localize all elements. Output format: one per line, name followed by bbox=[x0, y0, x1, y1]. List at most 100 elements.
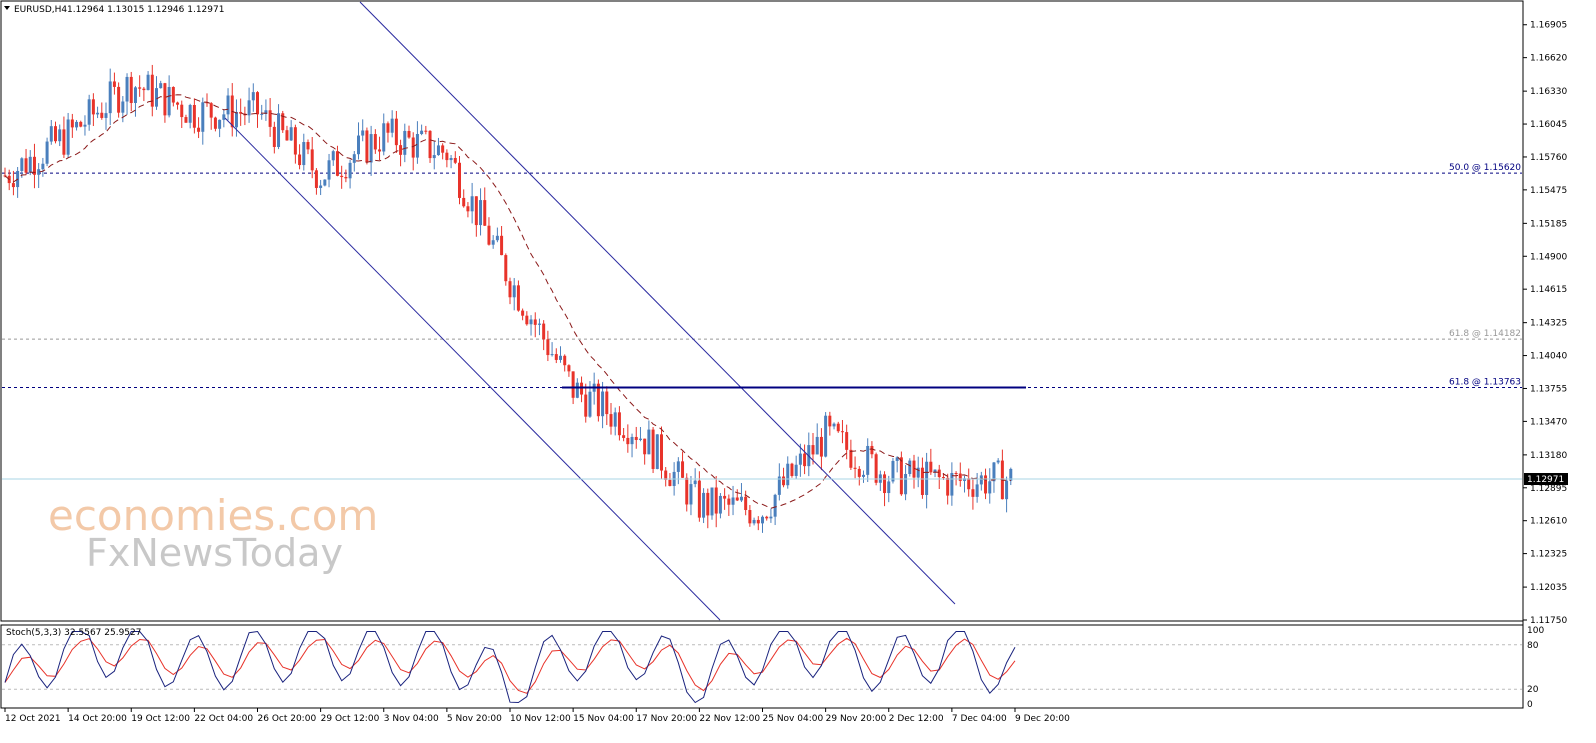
candle-body bbox=[525, 315, 529, 325]
time-tick-label: 9 Dec 20:00 bbox=[1015, 714, 1070, 724]
candle-body bbox=[104, 113, 108, 118]
fib-level-label: 50.0 @ 1.15620 bbox=[1449, 163, 1521, 173]
candle-body bbox=[769, 516, 773, 519]
candle-body bbox=[651, 429, 655, 469]
candle-body bbox=[874, 454, 878, 483]
candle-body bbox=[373, 134, 377, 150]
candle-body bbox=[11, 183, 15, 188]
candle-body bbox=[693, 480, 697, 485]
current-price-badge bbox=[1524, 473, 1568, 486]
candle-body bbox=[828, 415, 832, 427]
candle-body bbox=[664, 470, 668, 480]
candle-body bbox=[575, 382, 579, 398]
candle-body bbox=[403, 130, 407, 155]
current-price-label: 1.12971 bbox=[1527, 475, 1564, 485]
candle-body bbox=[302, 142, 306, 166]
candle-body bbox=[192, 104, 196, 128]
candle-body bbox=[108, 81, 112, 114]
candle-body bbox=[79, 121, 83, 127]
candle-body bbox=[655, 434, 659, 469]
candle-body bbox=[96, 112, 100, 115]
price-axis: 1.16905 1.16620 1.16330 1.16045 1.15760 1.154… bbox=[2, 21, 1568, 626]
candle-body bbox=[264, 110, 268, 114]
candle-body bbox=[967, 478, 971, 490]
candle-body bbox=[634, 436, 638, 440]
candle-body bbox=[963, 478, 966, 481]
candle-body bbox=[171, 87, 175, 103]
time-tick-label: 15 Nov 04:00 bbox=[573, 714, 634, 724]
time-tick-label: 26 Oct 20:00 bbox=[258, 714, 317, 724]
candle-body bbox=[617, 412, 621, 436]
candle-body bbox=[613, 412, 617, 427]
fib-levels: 50.0 @ 1.15620 61.8 @ 1.14182 61.8 @ 1.137… bbox=[2, 163, 1522, 389]
candle-body bbox=[117, 86, 121, 113]
candle-body bbox=[365, 130, 369, 163]
stochastic-panel bbox=[0, 624, 1524, 709]
candle-body bbox=[638, 438, 642, 440]
candle-body bbox=[853, 467, 857, 469]
stochastic-lines: 100 80 20 0 bbox=[2, 626, 1544, 710]
candle-body bbox=[125, 76, 129, 102]
candle-body bbox=[866, 445, 870, 475]
candle-body bbox=[382, 123, 386, 152]
candle-body bbox=[58, 129, 62, 142]
candle-body bbox=[289, 127, 293, 141]
candle-body bbox=[849, 449, 853, 468]
price-tick-label: 1.16620 bbox=[1530, 54, 1567, 64]
time-tick-label: 19 Oct 12:00 bbox=[131, 714, 190, 724]
candle-body bbox=[167, 87, 171, 116]
candle-body bbox=[394, 118, 398, 146]
candle-body bbox=[474, 196, 478, 226]
candle-body bbox=[559, 355, 562, 360]
candle-body bbox=[883, 474, 887, 494]
candle-body bbox=[727, 498, 731, 505]
candle-body bbox=[916, 467, 920, 478]
fib-level-label: 61.8 @ 1.14182 bbox=[1449, 329, 1521, 339]
candle-body bbox=[188, 104, 192, 123]
candle-body bbox=[584, 394, 588, 417]
candle-body bbox=[803, 453, 807, 467]
price-tick-label: 1.15185 bbox=[1530, 219, 1567, 229]
candle-body bbox=[609, 414, 613, 427]
candle-body bbox=[1005, 480, 1009, 500]
candle-body bbox=[28, 156, 32, 173]
candle-body bbox=[504, 255, 508, 282]
candle-body bbox=[676, 461, 680, 472]
candle-body bbox=[920, 467, 924, 495]
time-tick-label: 5 Nov 20:00 bbox=[447, 714, 502, 724]
candle-body bbox=[285, 130, 289, 141]
candle-body bbox=[735, 497, 739, 501]
candle-body bbox=[542, 323, 546, 340]
candle-body bbox=[369, 134, 373, 163]
candle-body bbox=[550, 354, 554, 356]
candle-body bbox=[407, 130, 411, 138]
candle-body bbox=[710, 487, 714, 516]
candle-body bbox=[441, 145, 445, 153]
candle-body bbox=[399, 145, 403, 155]
candle-body bbox=[390, 118, 394, 133]
candle-body bbox=[310, 149, 314, 171]
price-tick-label: 1.16045 bbox=[1530, 120, 1567, 130]
candle-body bbox=[765, 516, 769, 519]
candle-body bbox=[819, 436, 823, 457]
time-tick-label: 22 Nov 12:00 bbox=[699, 714, 760, 724]
candle-body bbox=[445, 152, 449, 161]
time-tick-label: 25 Nov 04:00 bbox=[763, 714, 824, 724]
time-tick-label: 3 Nov 04:00 bbox=[384, 714, 439, 724]
price-tick-label: 1.13470 bbox=[1530, 417, 1567, 427]
candle-body bbox=[129, 76, 133, 103]
candle-body bbox=[950, 473, 954, 496]
candle-body bbox=[83, 124, 87, 127]
candle-body bbox=[424, 130, 428, 132]
price-tick-label: 1.12610 bbox=[1530, 517, 1567, 527]
candle-body bbox=[247, 100, 251, 116]
time-tick-label: 12 Oct 2021 bbox=[5, 714, 61, 724]
symbol-label: EURUSD,H4 bbox=[14, 5, 67, 15]
candle-body bbox=[112, 81, 116, 87]
symbol-dropdown-icon[interactable] bbox=[4, 6, 10, 10]
price-tick-label: 1.14325 bbox=[1530, 319, 1567, 329]
candle-body bbox=[992, 462, 996, 482]
price-tick-label: 1.12035 bbox=[1530, 583, 1567, 593]
candle-body bbox=[378, 149, 382, 152]
candle-body bbox=[163, 83, 167, 116]
